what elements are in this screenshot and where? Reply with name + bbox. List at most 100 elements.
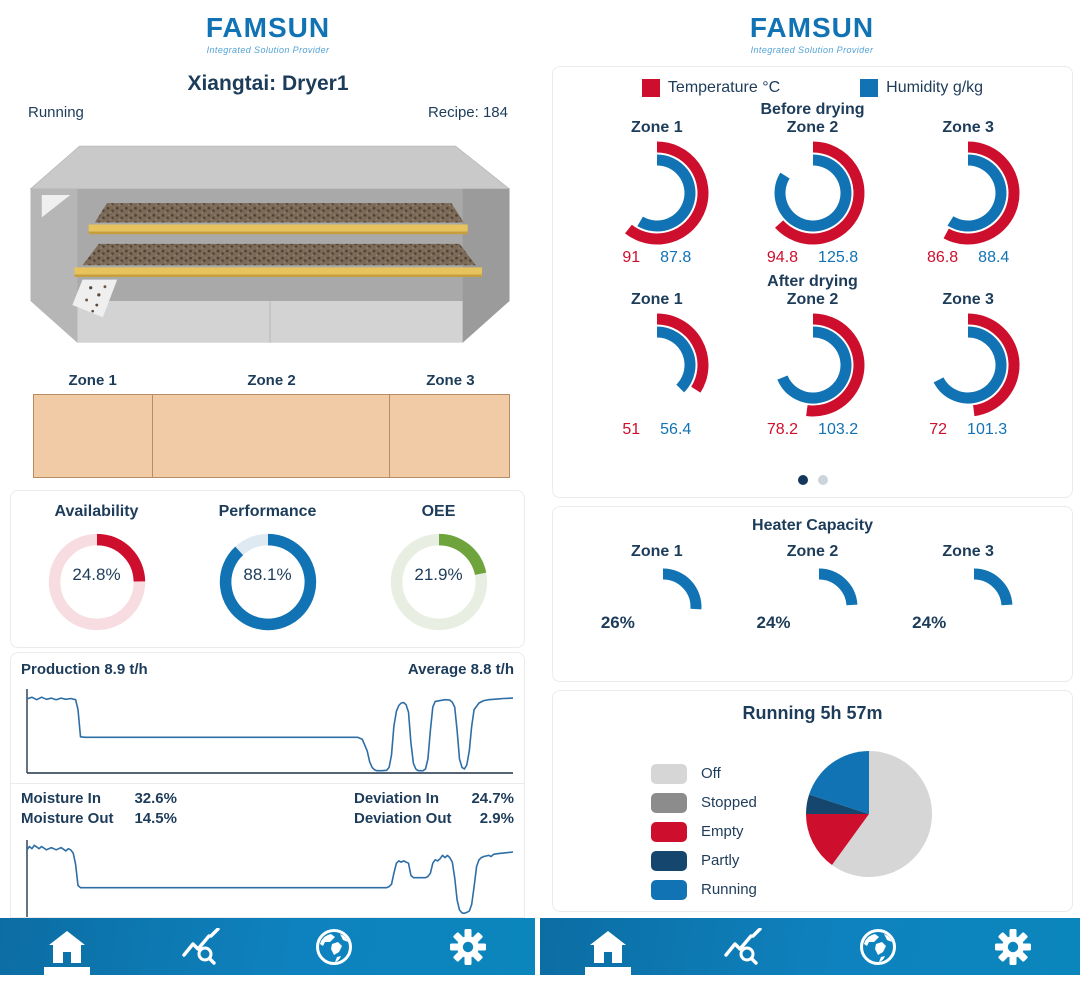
- oee-card: Availability 24.8% Performance 88.1% OEE…: [10, 490, 525, 648]
- nav-trend-button[interactable]: [675, 918, 810, 975]
- home-icon: [589, 930, 626, 963]
- performance-label: Performance: [218, 503, 317, 520]
- zone-1-label: Zone 1: [68, 372, 117, 389]
- status-row: Running Recipe: 184: [28, 104, 508, 121]
- moisture-values: Moisture In 32.6% Moisture Out 14.5%: [21, 790, 177, 830]
- home-icon: [48, 930, 85, 963]
- dryer-gauges-panel: FAMSUN Integrated Solution Provider Temp…: [544, 0, 1080, 983]
- after-zone-1-gauge: [656, 313, 709, 393]
- moisture-header: Moisture In 32.6% Moisture Out 14.5% Devia…: [11, 784, 524, 830]
- deviation-in-value: 24.7%: [471, 790, 514, 807]
- nav-home-button[interactable]: [540, 918, 675, 975]
- before-zone-2-temp: 94.8: [766, 249, 799, 266]
- before-zone-3-temp: 86.8: [927, 249, 959, 266]
- nav-active-indicator: [43, 967, 90, 975]
- running-legend: Off Stopped Empty Partly Running: [651, 759, 757, 904]
- after-zone-2-gauge: [776, 313, 864, 417]
- running-label: Running: [701, 881, 757, 898]
- brand-logo-text: FAMSUN: [749, 12, 875, 43]
- stopped-label: Stopped: [701, 794, 757, 811]
- temperature-legend-label: Temperature °C: [667, 79, 781, 96]
- bottom-nav-right: [540, 918, 1080, 975]
- humidity-legend-item: Humidity g/kg: [860, 79, 983, 97]
- temperature-legend-item: Temperature °C: [641, 79, 781, 97]
- heater-zone-2-label: Zone 2: [786, 543, 839, 560]
- bottom-nav-left: [0, 918, 535, 975]
- carousel-pager: [553, 475, 1072, 485]
- running-swatch: [651, 879, 687, 900]
- heater-zone-3-label: Zone 3: [942, 543, 994, 560]
- page-title: Xiangtai: Dryer1: [187, 72, 349, 95]
- nav-globe-button[interactable]: [268, 918, 402, 975]
- after-zone-3-label: Zone 3: [942, 291, 994, 308]
- heater-zone-labels: Zone 1 Zone 2 Zone 3: [579, 543, 1046, 561]
- globe-icon: [859, 928, 896, 965]
- heater-zone-2-gauge: [818, 568, 857, 606]
- zone-labels-row: Zone 1 Zone 2 Zone 3: [33, 372, 510, 389]
- after-gauges-row: [579, 309, 1046, 421]
- brand-tagline: Integrated Solution Provider: [206, 45, 330, 55]
- before-zone-1-label: Zone 1: [631, 119, 683, 136]
- trend-search-icon: [181, 927, 220, 965]
- heater-capacity-card: Heater Capacity Zone 1 Zone 2 Zone 3 26%…: [552, 506, 1073, 682]
- brand-logo: FAMSUN Integrated Solution Provider: [0, 12, 536, 55]
- after-zone-1-temp: 51: [622, 421, 641, 438]
- before-zone-3-gauge: [943, 141, 1020, 245]
- before-zone-2-gauge: [774, 141, 864, 245]
- settings-gear-icon: [994, 928, 1031, 965]
- oee-value: 21.9%: [414, 565, 463, 584]
- performance-cell: Performance 88.1%: [182, 503, 353, 647]
- moisture-trend-chart: [26, 840, 514, 917]
- availability-cell: Availability 24.8%: [11, 503, 182, 647]
- before-zone-2-hum: 125.8: [818, 249, 859, 266]
- heater-capacity-title: Heater Capacity: [752, 517, 873, 534]
- after-gauge-values: 51 56.4 78.2 103.2 72 101.3: [579, 421, 1046, 439]
- production-header: Production 8.9 t/h Average 8.8 t/h: [11, 653, 524, 678]
- nav-globe-button[interactable]: [810, 918, 945, 975]
- zone-1-box: [34, 395, 153, 477]
- running-time-title: Running 5h 57m: [742, 703, 883, 723]
- after-zone-2-label: Zone 2: [786, 291, 839, 308]
- running-time-card: Running 5h 57m Off Stopped Empty Partly …: [552, 690, 1073, 912]
- production-trend-chart: [26, 689, 514, 774]
- deviation-values: Deviation In 24.7% Deviation Out 2.9%: [354, 790, 514, 830]
- before-zone-3-label: Zone 3: [942, 119, 994, 136]
- humidity-swatch: [860, 79, 879, 97]
- heater-gauges-row: 26% 24% 24%: [579, 561, 1046, 645]
- production-current-label: Production 8.9 t/h: [21, 661, 148, 678]
- nav-home-button[interactable]: [0, 918, 134, 975]
- nav-settings-button[interactable]: [945, 918, 1080, 975]
- zone-3-label: Zone 3: [426, 372, 475, 389]
- heater-zone-2-value: 24%: [756, 613, 791, 632]
- before-zone-1-gauge: [624, 141, 709, 245]
- heater-zone-1-gauge: [662, 568, 702, 610]
- heater-zone-1-value: 26%: [600, 613, 635, 632]
- globe-icon: [316, 928, 353, 965]
- after-zone-3-gauge: [933, 313, 1020, 417]
- pager-dot-1[interactable]: [797, 475, 808, 485]
- recipe-label: Recipe: 184: [427, 104, 508, 121]
- oee-donut-chart: [390, 533, 487, 631]
- before-zone-3-hum: 88.4: [978, 249, 1010, 266]
- pager-dot-2[interactable]: [817, 475, 828, 485]
- after-drying-title: After drying: [767, 273, 858, 290]
- before-gauge-values: 91 87.8 94.8 125.8 86.8 88.4: [579, 249, 1046, 267]
- performance-donut-chart: [219, 533, 316, 631]
- production-card: Production 8.9 t/h Average 8.8 t/h: [10, 652, 525, 784]
- nav-trend-button[interactable]: [134, 918, 268, 975]
- after-zone-3-hum: 101.3: [967, 421, 1008, 438]
- temperature-swatch: [641, 79, 660, 97]
- drying-gauges-card: Temperature °C Humidity g/kg Before dryi…: [552, 66, 1073, 498]
- performance-value: 88.1%: [243, 565, 292, 584]
- gauge-legend: Temperature °C Humidity g/kg: [553, 79, 1072, 97]
- zone-3-box: [390, 395, 509, 477]
- after-zone-labels: Zone 1 Zone 2 Zone 3: [579, 291, 1046, 309]
- heater-zone-3-value: 24%: [912, 613, 947, 632]
- deviation-in-label: Deviation In: [354, 790, 440, 807]
- availability-donut-chart: [48, 533, 145, 631]
- off-swatch: [651, 763, 687, 784]
- nav-settings-button[interactable]: [401, 918, 535, 975]
- heater-zone-3-gauge: [973, 568, 1013, 606]
- status-badge: Running: [28, 104, 84, 121]
- before-drying-title: Before drying: [760, 101, 865, 118]
